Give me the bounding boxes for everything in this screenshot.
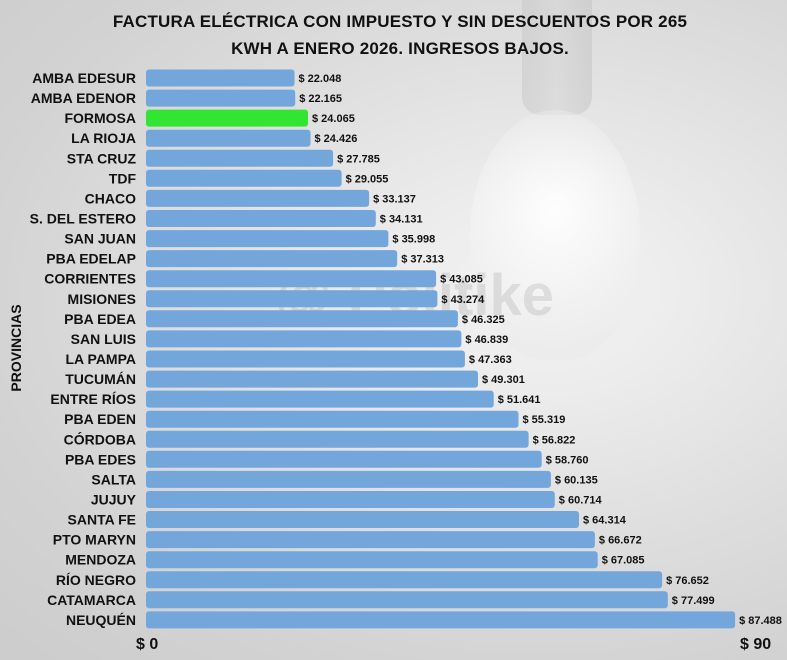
bar-13 [146,330,462,348]
category-label-6: CHACO [85,190,136,206]
value-label-19: $ 58.760 [546,454,589,466]
category-label-14: LA PAMPA [65,351,136,367]
value-label-12: $ 46.325 [462,314,505,326]
bar-22 [146,511,579,528]
bar-14 [146,350,465,368]
bar-5 [146,169,342,187]
value-label-6: $ 33.137 [373,193,416,205]
value-label-17: $ 55.319 [523,414,566,426]
value-label-4: $ 27.785 [337,153,380,165]
category-label-27: NEUQUÉN [66,612,136,628]
category-label-11: MISIONES [68,291,136,307]
x-axis-max-label: $ 90 [740,636,772,653]
value-label-21: $ 60.714 [559,495,603,507]
category-label-3: LA RIOJA [71,130,136,146]
category-label-24: MENDOZA [65,552,136,568]
value-label-9: $ 37.313 [401,254,444,266]
category-label-21: JUJUY [91,492,137,508]
category-label-9: PBA EDELAP [46,251,136,267]
category-label-17: PBA EDEN [64,411,136,427]
category-label-1: AMBA EDENOR [31,90,136,106]
bar-7 [146,210,376,227]
value-label-16: $ 51.641 [498,394,541,406]
bar-1 [146,89,296,107]
value-label-2: $ 24.065 [312,113,355,125]
value-label-11: $ 43.274 [441,294,485,306]
value-label-8: $ 35.998 [392,234,435,246]
value-label-0: $ 22.048 [299,73,342,85]
value-label-23: $ 66.672 [599,535,642,547]
category-label-22: SANTA FE [68,512,136,528]
bar-9 [146,250,398,268]
value-label-15: $ 49.301 [482,374,525,386]
bar-15 [146,370,478,388]
category-label-25: RÍO NEGRO [56,572,136,588]
bar-26 [146,591,668,609]
category-label-8: SAN JUAN [64,231,136,247]
category-label-7: S. DEL ESTERO [30,211,136,227]
value-label-1: $ 22.165 [299,93,342,105]
bar-21 [146,491,555,508]
bar-19 [146,450,542,468]
bar-11 [146,290,438,308]
bar-0 [146,69,295,87]
value-label-24: $ 67.085 [602,555,645,567]
value-label-3: $ 24.426 [315,133,358,145]
bar-8 [146,230,389,248]
bar-25 [146,571,663,589]
value-label-7: $ 34.131 [380,214,423,226]
bar-2 [146,109,308,127]
bar-18 [146,430,529,448]
category-label-4: STA CRUZ [67,150,137,166]
category-label-13: SAN LUIS [71,331,136,347]
value-label-10: $ 43.085 [440,274,483,286]
value-label-27: $ 87.488 [739,615,782,627]
category-label-0: AMBA EDESUR [32,70,136,86]
bar-17 [146,410,519,428]
category-label-15: TUCUMÁN [65,371,136,387]
x-axis-min-label: $ 0 [136,636,159,653]
bar-12 [146,310,458,328]
bar-10 [146,270,437,288]
category-label-10: CORRIENTES [44,271,136,287]
value-label-26: $ 77.499 [672,595,715,607]
bar-16 [146,390,494,408]
bar-23 [146,531,595,549]
bar-24 [146,551,598,569]
value-label-5: $ 29.055 [346,173,389,185]
bar-6 [146,189,370,207]
chart-title-line-2: KWH A ENERO 2026. INGRESOS BAJOS. [231,39,569,58]
bar-3 [146,129,311,147]
chart-title: FACTURA ELÉCTRICA CON IMPUESTO Y SIN DES… [60,8,740,62]
value-label-22: $ 64.314 [583,515,627,527]
value-label-20: $ 60.135 [555,474,598,486]
category-label-26: CATAMARCA [47,592,136,608]
value-label-13: $ 46.839 [465,334,508,346]
bar-27 [146,611,736,629]
value-label-14: $ 47.363 [469,354,512,366]
bar-4 [146,149,334,167]
category-label-19: PBA EDES [65,451,136,467]
category-label-12: PBA EDEA [64,311,136,327]
bar-20 [146,470,551,488]
category-label-23: PTO MARYN [53,532,136,548]
category-label-5: TDF [109,170,137,186]
value-label-25: $ 76.652 [666,575,709,587]
category-label-2: FORMOSA [64,110,136,126]
category-label-18: CÓRDOBA [64,430,136,447]
chart-title-line-1: FACTURA ELÉCTRICA CON IMPUESTO Y SIN DES… [112,12,688,31]
value-label-18: $ 56.822 [533,434,576,446]
category-label-16: ENTRE RÍOS [50,391,136,407]
category-label-20: SALTA [91,471,136,487]
